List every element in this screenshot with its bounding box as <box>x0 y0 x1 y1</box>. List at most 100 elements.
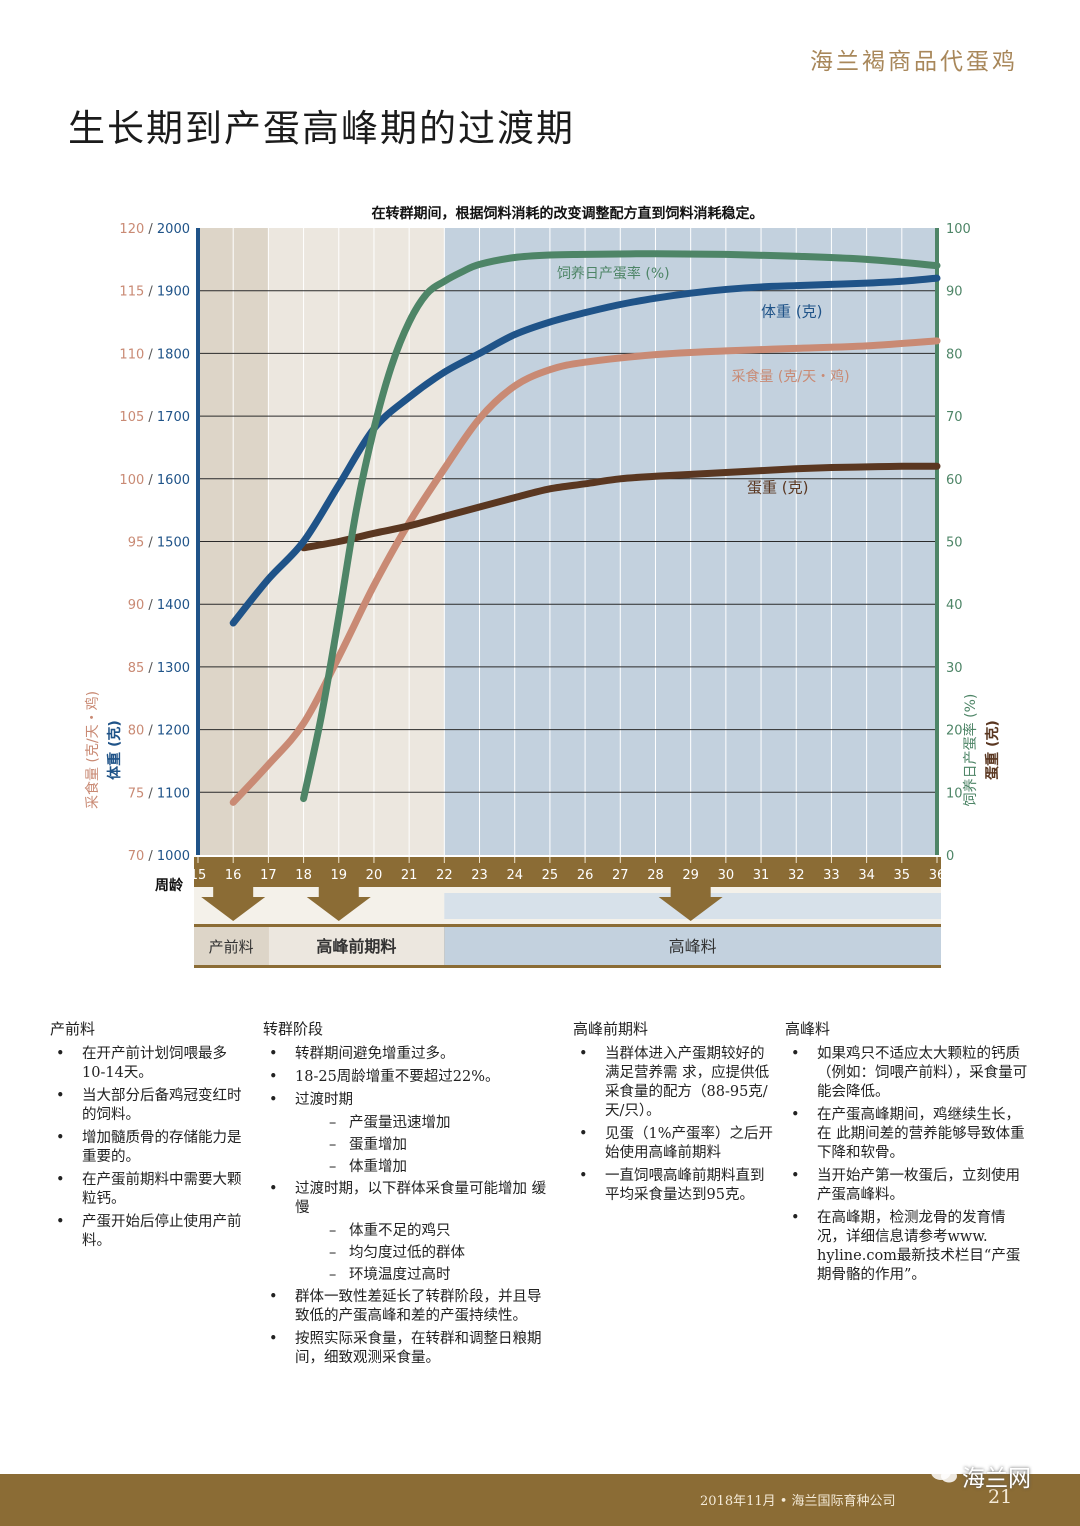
left-tick-label: 115 / 1900 <box>119 285 190 300</box>
notes-column-prepeak: 高峰前期料 当群体进入产蛋期较好的满足营养需 求，应提供低采食量的配方（88-9… <box>573 1020 778 1209</box>
phase-arrow <box>658 887 723 921</box>
notes-heading: 产前料 <box>50 1020 96 1038</box>
note-item: 当群体进入产蛋期较好的满足营养需 求，应提供低采食量的配方（88-95克/天/只… <box>573 1045 778 1121</box>
phase-arrow <box>201 887 266 921</box>
notes-list: 转群期间避免增重过多。 18-25周龄增重不要超过22%。过渡时期产蛋量迅速增加蛋… <box>263 1045 558 1368</box>
notes-heading: 转群阶段 <box>263 1020 324 1038</box>
notes-column-transfer: 转群阶段 转群期间避免增重过多。 18-25周龄增重不要超过22%。过渡时期产蛋量… <box>263 1020 558 1372</box>
left-tick-label: 110 / 1800 <box>119 347 190 362</box>
x-tick-label: 31 <box>753 868 770 883</box>
notes-list: 在开产前计划饲喂最多10-14天。当大部分后备鸡冠变红时的饲料。增加髓质骨的存储… <box>50 1045 250 1251</box>
left-tick-label: 75 / 1100 <box>128 786 190 801</box>
notes-column-prelay: 产前料 在开产前计划饲喂最多10-14天。当大部分后备鸡冠变红时的饲料。增加髓质… <box>50 1020 250 1255</box>
x-tick-label: 27 <box>612 868 629 883</box>
note-item: 在高峰期，检测龙骨的发育情况，详细信息请参考www. hyline.com最新技… <box>785 1209 1030 1285</box>
x-tick-label: 29 <box>682 868 699 883</box>
series-line-laying-rate <box>300 250 941 803</box>
chart-title: 在转群期间，根据饲料消耗的改变调整配方直到饲料消耗稳定。 <box>372 205 764 222</box>
right-tick-label: 20 <box>946 724 963 739</box>
note-item: 在开产前计划饲喂最多10-14天。 <box>50 1045 250 1083</box>
note-item: 在产蛋前期料中需要大颗粒钙。 <box>50 1171 250 1209</box>
left-tick-label: 105 / 1700 <box>119 410 190 425</box>
chat-bubble-icon <box>931 1464 957 1483</box>
page-number: 21 <box>988 1486 1013 1508</box>
footer-text: 2018年11月 • 海兰国际育种公司 <box>700 1494 896 1509</box>
note-subitem: 体重不足的鸡只 <box>263 1222 558 1241</box>
x-tick-label: 35 <box>894 868 911 883</box>
phase-cell <box>444 927 941 965</box>
right-tick-label: 60 <box>946 473 963 488</box>
phase-cell <box>194 927 269 965</box>
note-item: 按照实际采食量，在转群和调整日粮期 间，细致观测采食量。 <box>263 1330 558 1368</box>
transition-chart: 在转群期间，根据饲料消耗的改变调整配方直到饲料消耗稳定。 120 / 2000 11… <box>84 205 1001 968</box>
note-item: 转群期间避免增重过多。 <box>263 1045 558 1064</box>
x-tick-label: 15 <box>190 868 207 883</box>
x-tick-label: 19 <box>330 868 347 883</box>
note-item: 过渡时期，以下群体采食量可能增加 缓慢 <box>263 1180 558 1218</box>
right-tick-label: 10 <box>946 786 963 801</box>
x-tick-label: 28 <box>647 868 664 883</box>
x-axis-band <box>194 857 941 887</box>
right-tick-label: 100 <box>946 222 971 237</box>
x-tick-label: 24 <box>506 868 523 883</box>
note-item: 增加髓质骨的存储能力是重要的。 <box>50 1129 250 1167</box>
left-axis-label-body: 体重 (克) <box>106 720 123 780</box>
series-label-egg-weight: 蛋重 (克) <box>747 478 808 496</box>
notes-column-peak: 高峰料 如果鸡只不适应太大颗粒的钙质（例如：饲喂产前料），采食量可能会降低。在产… <box>785 1020 1030 1289</box>
notes-list: 如果鸡只不适应太大颗粒的钙质（例如：饲喂产前料），采食量可能会降低。在产蛋高峰期… <box>785 1045 1030 1285</box>
x-tick-label: 17 <box>260 868 277 883</box>
left-tick-label: 95 / 1500 <box>128 536 190 551</box>
phase-label: 产前料 <box>209 938 254 956</box>
phase-cell <box>268 927 445 965</box>
right-tick-label: 30 <box>946 661 963 676</box>
x-tick-label: 20 <box>366 868 383 883</box>
right-tick-label: 40 <box>946 598 963 613</box>
x-tick-label: 30 <box>718 868 735 883</box>
note-item: 当开始产第一枚蛋后，立刻使用产蛋高峰料。 <box>785 1167 1030 1205</box>
right-axis-label-rate: 饲养日产蛋率 (%) <box>962 694 979 807</box>
note-item: 产蛋开始后停止使用产前料。 <box>50 1213 250 1251</box>
notes-list: 当群体进入产蛋期较好的满足营养需 求，应提供低采食量的配方（88-95克/天/只… <box>573 1045 778 1205</box>
series-label-laying-rate: 饲养日产蛋率 (%) <box>557 265 670 282</box>
right-tick-label: 90 <box>946 285 963 300</box>
left-axis-label-feed: 采食量 (克/天・鸡) <box>84 691 101 809</box>
series-label-body-weight: 体重 (克) <box>761 303 822 321</box>
note-item: 18-25周龄增重不要超过22%。 <box>263 1068 558 1087</box>
left-tick-label: 90 / 1400 <box>128 598 190 613</box>
x-tick-label: 26 <box>577 868 594 883</box>
x-tick-label: 18 <box>295 868 312 883</box>
x-tick-label: 25 <box>542 868 559 883</box>
phase-label: 高峰前期料 <box>316 937 396 956</box>
right-tick-label: 0 <box>946 849 954 864</box>
x-axis-label: 周龄 <box>155 877 184 894</box>
phase-arrow <box>306 887 371 921</box>
note-item: 群体一致性差延长了转群阶段，并且导 致低的产蛋高峰和差的产蛋持续性。 <box>263 1288 558 1326</box>
left-tick-label: 70 / 1000 <box>128 849 190 864</box>
right-tick-label: 80 <box>946 347 963 362</box>
x-tick-label: 22 <box>436 868 453 883</box>
note-subitem: 体重增加 <box>263 1158 558 1177</box>
note-subitem: 产蛋量迅速增加 <box>263 1114 558 1133</box>
series-line-body-weight <box>229 274 941 627</box>
note-subitem: 环境温度过高时 <box>263 1266 558 1285</box>
right-tick-label: 70 <box>946 410 963 425</box>
x-tick-label: 33 <box>823 868 840 883</box>
footer-bar <box>0 1474 1080 1526</box>
note-subitem: 蛋重增加 <box>263 1136 558 1155</box>
note-subitem: 均匀度过低的群体 <box>263 1244 558 1263</box>
x-tick-label: 21 <box>401 868 418 883</box>
note-item: 如果鸡只不适应太大颗粒的钙质（例如：饲喂产前料），采食量可能会降低。 <box>785 1045 1030 1102</box>
page-title: 生长期到产蛋高峰期的过渡期 <box>68 107 575 150</box>
note-item: 一直饲喂高峰前期料直到平均采食量达到95克。 <box>573 1167 778 1205</box>
note-item: 在产蛋高峰期间，鸡继续生长，在 此期间差的营养能够导致体重下降和软骨。 <box>785 1106 1030 1163</box>
x-tick-label: 32 <box>788 868 805 883</box>
note-item: 见蛋（1%产蛋率）之后开始使用高峰前期料 <box>573 1125 778 1163</box>
right-axis-label-egg: 蛋重 (克) <box>984 720 1001 780</box>
x-tick-label: 34 <box>858 868 875 883</box>
note-item: 当大部分后备鸡冠变红时的饲料。 <box>50 1087 250 1125</box>
series-line-egg-weight <box>300 462 941 552</box>
note-item: 过渡时期 <box>263 1091 558 1110</box>
right-tick-label: 50 <box>946 536 963 551</box>
watermark-text: 海兰网 <box>962 1466 1031 1492</box>
left-tick-label: 100 / 1600 <box>119 473 190 488</box>
